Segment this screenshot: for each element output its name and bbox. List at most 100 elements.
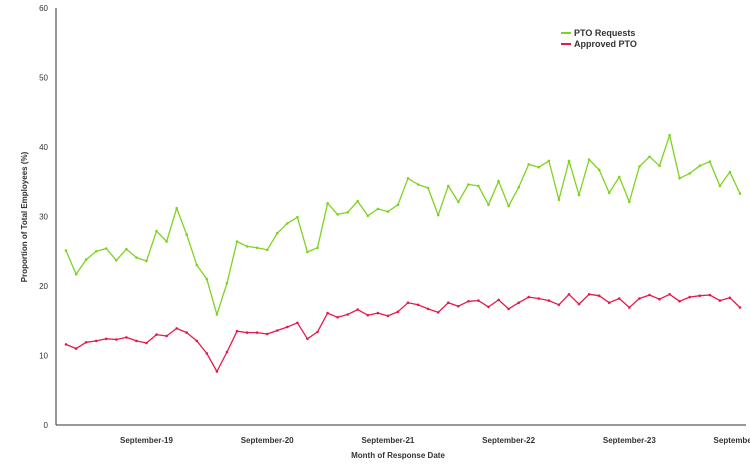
data-point: [336, 213, 339, 216]
data-point: [94, 339, 98, 343]
data-point: [678, 177, 681, 180]
data-point: [316, 246, 319, 250]
data-point: [557, 303, 561, 307]
data-point: [497, 179, 500, 183]
data-point: [255, 331, 259, 334]
data-point: [185, 233, 188, 236]
data-point: [115, 338, 118, 341]
x-tick-label: September-22: [482, 436, 535, 445]
data-point: [135, 256, 138, 259]
data-point: [155, 229, 158, 233]
data-point: [195, 339, 199, 343]
data-point: [64, 249, 68, 252]
data-point: [436, 213, 440, 217]
data-point: [477, 299, 480, 302]
data-point: [225, 350, 229, 354]
data-point: [537, 297, 541, 300]
data-point: [255, 246, 259, 250]
data-point: [145, 259, 148, 263]
data-point: [507, 204, 510, 208]
data-point: [84, 341, 88, 344]
data-point: [245, 331, 249, 334]
data-point: [396, 203, 400, 206]
data-point: [728, 296, 732, 300]
y-axis: 0 10 20 30 40 50 60: [39, 4, 57, 430]
data-point: [64, 343, 68, 346]
data-point: [668, 293, 671, 296]
x-tick-label: September-19: [120, 436, 173, 445]
data-point: [618, 297, 621, 300]
y-axis-title: Proportion of Total Employees (%): [20, 151, 29, 282]
data-point: [467, 300, 470, 303]
data-point: [648, 155, 651, 158]
data-point: [577, 302, 581, 306]
data-point: [306, 250, 309, 254]
data-point: [235, 329, 239, 333]
data-point: [74, 272, 78, 276]
data-point: [718, 184, 722, 188]
data-point: [84, 258, 88, 261]
data-point: [175, 206, 178, 210]
data-point: [115, 259, 118, 262]
data-point: [326, 311, 329, 315]
data-point: [587, 158, 591, 161]
x-tick-label: September-20: [241, 436, 294, 445]
data-point: [225, 281, 229, 285]
data-point: [688, 295, 691, 299]
data-point: [447, 301, 450, 305]
data-point: [245, 245, 249, 248]
data-point: [738, 192, 742, 195]
data-point: [215, 313, 219, 316]
data-point: [547, 299, 551, 302]
data-point: [487, 203, 490, 206]
data-point: [426, 186, 430, 190]
data-point: [557, 198, 561, 202]
data-point: [366, 214, 370, 218]
data-point: [386, 314, 390, 318]
data-point: [145, 341, 148, 345]
data-point: [638, 165, 641, 168]
series-layer: [64, 133, 742, 373]
y-tick-label: 30: [39, 213, 48, 222]
data-point: [406, 301, 410, 305]
data-point: [587, 293, 591, 296]
data-point: [416, 183, 420, 186]
data-point: [628, 306, 631, 309]
data-point: [104, 337, 108, 341]
data-point: [386, 210, 390, 213]
data-point: [265, 332, 269, 336]
data-point: [286, 325, 289, 329]
data-point: [678, 300, 681, 303]
data-point: [688, 172, 691, 175]
data-point: [316, 330, 319, 334]
x-tick-label: September-23: [603, 436, 656, 445]
data-point: [436, 311, 440, 314]
data-point: [738, 306, 742, 309]
data-point: [376, 311, 380, 315]
y-tick-label: 50: [39, 74, 48, 83]
data-point: [457, 304, 460, 308]
series-line-approved-pto: [65, 293, 741, 373]
data-point: [708, 160, 712, 163]
data-point: [527, 295, 530, 299]
data-point: [376, 207, 380, 211]
data-point: [205, 352, 209, 355]
data-point: [648, 293, 651, 297]
y-tick-label: 40: [39, 143, 48, 152]
data-point: [517, 186, 520, 189]
data-point: [457, 200, 460, 204]
data-point: [406, 177, 410, 180]
data-point: [517, 301, 520, 305]
data-point: [336, 316, 339, 319]
data-point: [235, 240, 239, 243]
data-point: [487, 305, 490, 309]
data-point: [175, 327, 178, 330]
data-point: [658, 297, 661, 301]
data-point: [607, 301, 611, 305]
data-point: [94, 250, 98, 253]
data-point: [728, 170, 732, 174]
data-point: [497, 298, 500, 302]
data-point: [698, 164, 702, 168]
data-point: [296, 215, 299, 219]
series-pto-requests: [64, 133, 742, 316]
